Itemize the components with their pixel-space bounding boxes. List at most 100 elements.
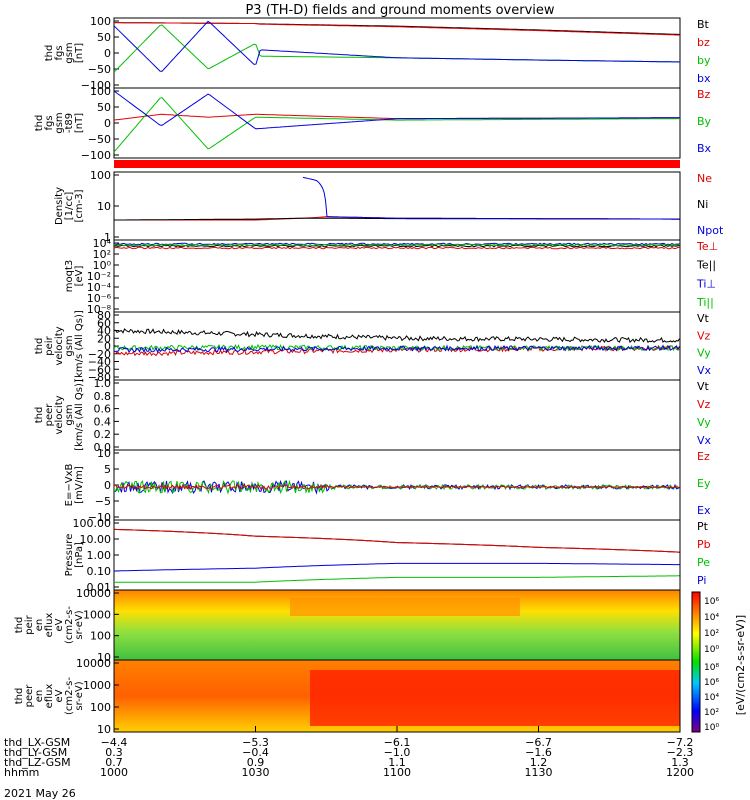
y-tick-label: 100.00 — [73, 517, 112, 530]
time-axis-row-label: thd_LX-GSM — [4, 736, 70, 749]
legend-ey: Ey — [697, 477, 711, 490]
y-axis-label: (cm2-s- — [64, 677, 75, 715]
time-axis-value: 1.2 — [530, 756, 548, 769]
legend-bz: Bz — [697, 88, 711, 101]
y-tick-label: −50 — [88, 63, 111, 76]
series-temp-blue — [113, 242, 681, 246]
y-axis-label: velocity — [54, 326, 65, 365]
series-temp-red — [113, 246, 681, 250]
y-tick-label: −20 — [88, 348, 111, 361]
colorbar-tick: 10⁰ — [704, 645, 719, 655]
y-axis-label: [mV/m] — [74, 466, 85, 504]
y-tick-label: −10 — [88, 511, 111, 524]
time-axis-value: 1200 — [666, 766, 694, 779]
y-tick-label: 0 — [104, 117, 111, 130]
time-axis-row-label: thd_LY-GSM — [4, 746, 67, 759]
legend-vy: Vy — [697, 347, 711, 360]
y-tick-label: −80 — [88, 371, 111, 384]
time-axis-value: −1.6 — [525, 746, 552, 759]
colorbar: 10⁶ 10⁴ 10² 10⁰ 10⁸ 10⁶ 10⁴ 10² 10⁰ [eV/(cm2-s-s… — [691, 591, 747, 733]
y-axis-label: Density — [54, 187, 65, 225]
y-axis-label: en — [34, 619, 45, 632]
series-pressure-pb — [114, 528, 680, 553]
time-axis-value: −7.2 — [667, 736, 694, 749]
time-axis-value: −6.7 — [525, 736, 552, 749]
legend-by: By — [697, 115, 712, 128]
panel-frame — [113, 519, 681, 591]
y-axis-label: peer — [24, 684, 35, 708]
y-tick-label: 10 — [97, 723, 111, 736]
panel-frame — [113, 449, 681, 521]
y-tick-label: 10² — [93, 248, 111, 261]
time-axis-value: −4.4 — [101, 736, 128, 749]
time-axis-value: −0.4 — [242, 746, 269, 759]
series-fgs_t89-by — [113, 97, 680, 153]
series-fgs-bz — [114, 22, 681, 36]
y-tick-label: 0.8 — [94, 390, 112, 403]
legend-ex: Ex — [697, 504, 711, 517]
y-axis-label: Pressure — [64, 534, 75, 577]
y-axis-label: fgs — [54, 45, 65, 60]
legend-vx: Vx — [697, 434, 712, 447]
y-tick-label: 10000 — [76, 587, 111, 600]
y-tick-label: 100 — [90, 630, 111, 643]
legend-bt: Bt — [697, 18, 710, 31]
series-peir_vel-vt — [113, 328, 680, 343]
panel-frame — [113, 171, 681, 241]
panel-fgs_t89: 100 50 0 −50 −100 thd fgs gsm -t89 [nT] Bz By Bx — [34, 85, 712, 162]
y-axis-label: eflux — [44, 684, 55, 709]
legend-vt: Vt — [697, 312, 710, 325]
y-tick-label: 50 — [97, 101, 111, 114]
y-tick-label: 60 — [97, 317, 111, 330]
series-group-peir_vel — [113, 328, 680, 357]
time-axis-value: 1130 — [525, 766, 553, 779]
panel-peir_en: 10000 1000 100 10 thd peir en eflux eV (cm2-s-sr-… — [14, 587, 681, 664]
legend-bx: Bx — [697, 142, 712, 155]
date-label: 2021 May 26 — [4, 787, 76, 800]
time-axis-value: 0.9 — [247, 756, 265, 769]
y-tick-label: 10.00 — [80, 533, 112, 546]
time-axis-value: 1030 — [242, 766, 270, 779]
colorbar-tick: 10² — [704, 708, 719, 718]
y-tick-label: 10⁰ — [93, 259, 112, 272]
legend-te: Te⊥ — [696, 240, 718, 253]
y-tick-label: 0.6 — [94, 403, 112, 416]
y-tick-label: −100 — [81, 79, 111, 92]
colorbar-tick: 10⁰ — [704, 723, 719, 733]
series-temp-green — [113, 243, 681, 247]
legend-ti: Ti|| — [696, 296, 714, 309]
panel-peer_vel: 1.00.80.60.40.20.0 thd peer velocity gsm [km/… — [34, 377, 712, 454]
y-axis-label: gsm — [54, 112, 65, 133]
y-axis-label: thd — [14, 617, 25, 634]
series-group-fgs_t89 — [113, 90, 680, 153]
series-group-fgs — [113, 20, 681, 73]
legend-pi: Pi — [697, 574, 706, 587]
series-fgs_t89-bx — [113, 90, 680, 130]
y-axis-label: thd — [34, 407, 45, 424]
y-tick-label: 10⁴ — [93, 237, 112, 250]
y-axis-label: moqt3 — [64, 260, 75, 293]
colorbar-label: [eV/(cm2-s-sr-eV)] — [734, 615, 747, 715]
legend-bx: bx — [697, 72, 711, 85]
y-axis-label: thd — [44, 45, 55, 62]
legend-ni: Ni — [697, 198, 708, 211]
y-axis-label: [cm-3] — [74, 189, 85, 222]
time-axis-value: −1.0 — [384, 746, 411, 759]
y-axis-label: peir — [44, 335, 55, 355]
y-axis-label: -t89 — [64, 113, 75, 133]
electron-flux-band — [310, 670, 680, 726]
time-axis-value: 1000 — [100, 766, 128, 779]
legend-npot: Npot — [697, 224, 724, 237]
legend-vt: Vt — [697, 380, 710, 393]
colorbar-tick: 10⁴ — [704, 613, 719, 623]
y-tick-label: 100 — [90, 701, 111, 714]
y-tick-label: 1.00 — [87, 549, 112, 562]
y-axis-label: fgs — [44, 115, 55, 130]
y-tick-label: 40 — [97, 325, 111, 338]
time-axis-value: −2.3 — [667, 746, 694, 759]
y-axis-label: [km/s (All Qs)] — [74, 379, 85, 451]
panel-density: 100 10 1 Density [1/cc] [cm-3] Ne Ni Npot — [54, 169, 724, 244]
panel-frame — [113, 17, 681, 89]
y-axis-label: eV — [54, 618, 65, 631]
